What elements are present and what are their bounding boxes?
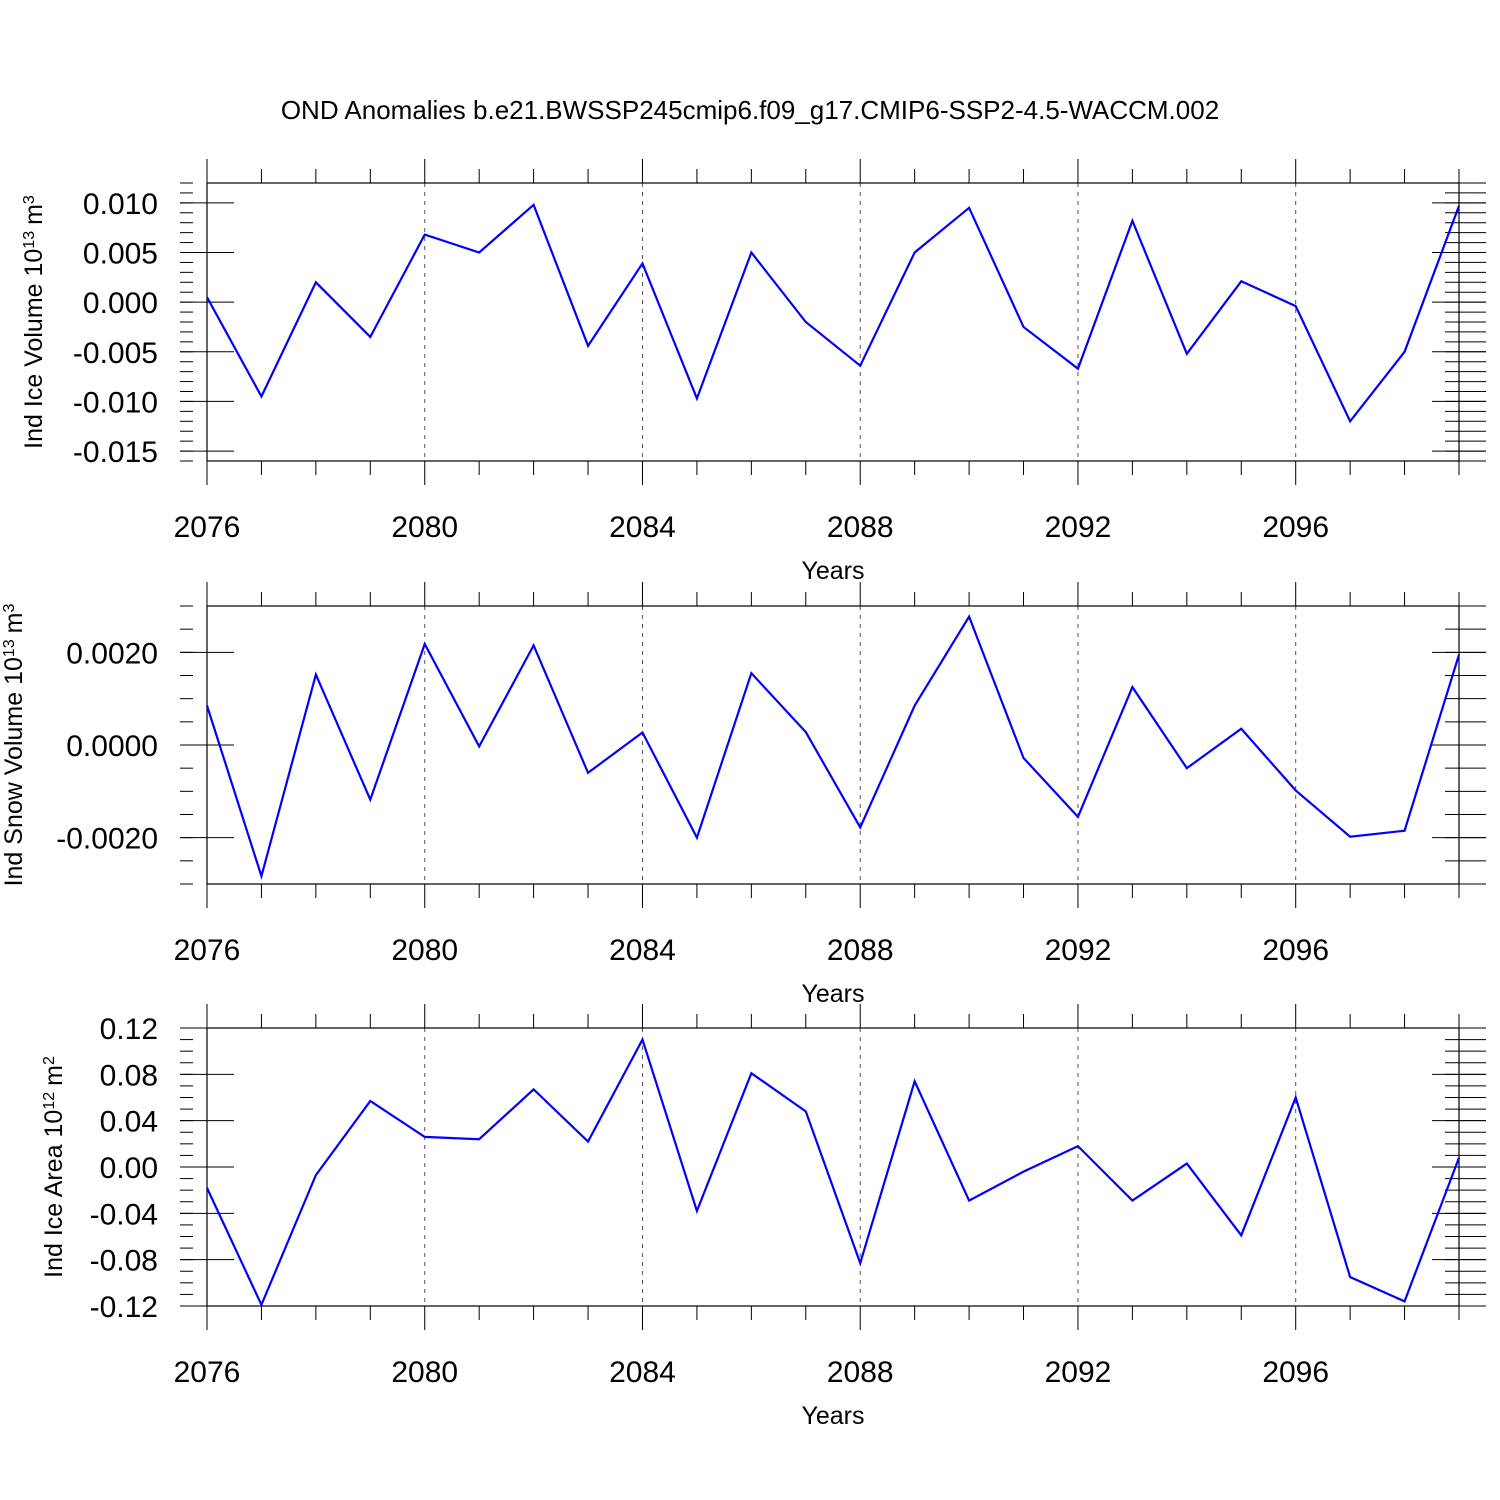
x-axis-label: Years: [801, 980, 864, 1008]
panel-ice-area: 2076 2080 2084 2088 2092 2096 Years 0.12 0.08 0.0…: [40, 1004, 1486, 1430]
x-axis-label: Years: [801, 557, 864, 585]
y-tick-label: 0.08: [100, 1059, 158, 1092]
x-tick-label: 2080: [391, 934, 458, 967]
x-tick-label: 2096: [1262, 511, 1329, 544]
y-tick-label: -0.010: [73, 386, 158, 419]
x-tick-label: 2076: [174, 1356, 241, 1389]
x-tick-label: 2092: [1045, 934, 1112, 967]
y-axis-label-unit-exponent: 3: [21, 195, 38, 204]
y-axis-label: Ind Ice Area 1012 m2: [40, 1056, 68, 1278]
series-line: [205, 614, 1461, 881]
x-tick-label: 2096: [1262, 934, 1329, 967]
y-tick-label: -0.005: [73, 337, 158, 370]
y-axis-label: Ind Ice Volume 1013 m3: [20, 195, 48, 449]
y-axis-label-unit-exponent: 3: [1, 603, 18, 612]
y-axis-label-unit: m: [40, 1065, 68, 1086]
y-tick-label: 0.0000: [66, 730, 158, 763]
y-tick-label: 0.0020: [66, 637, 158, 670]
chart-title: OND Anomalies b.e21.BWSSP245cmip6.f09_g1…: [281, 95, 1219, 125]
y-axis-label-exponent: 13: [21, 231, 38, 249]
x-tick-label: 2088: [827, 934, 894, 967]
y-axis-label-text: Ind Ice Area 10: [40, 1110, 68, 1278]
plot-frame: [206, 1027, 1460, 1307]
y-tick-label: 0.000: [83, 287, 158, 320]
y-axis-label-unit: m: [0, 612, 28, 633]
y-tick-label: 0.010: [83, 188, 158, 221]
y-tick-label: -0.04: [90, 1198, 158, 1231]
y-tick-label: 0.00: [100, 1152, 158, 1185]
x-tick-label: 2084: [609, 511, 676, 544]
x-tick-label: 2084: [609, 1356, 676, 1389]
y-tick-label: -0.12: [90, 1291, 158, 1324]
y-tick-label: -0.015: [73, 436, 158, 469]
chart-panels: 2076 2080 2084 2088 2092 2096 Years 0.010 0.005 0…: [0, 159, 1486, 1430]
panel-snow-volume: 2076 2080 2084 2088 2092 2096 Years 0.0020 0.000…: [0, 582, 1486, 1008]
series-line: [206, 1036, 1461, 1308]
plot-frame: [206, 605, 1460, 885]
y-axis-label-text: Ind Snow Volume 10: [0, 657, 28, 886]
y-axis-label-unit-exponent: 2: [41, 1056, 58, 1065]
y-axis-label: Ind Snow Volume 1013 m3: [0, 603, 28, 886]
y-tick-label: -0.08: [90, 1245, 158, 1278]
x-tick-label: 2096: [1262, 1356, 1329, 1389]
x-tick-label: 2088: [827, 1356, 894, 1389]
y-axis-label-unit: m: [20, 204, 48, 225]
plot-frame: [206, 182, 1460, 462]
x-tick-label: 2076: [174, 934, 241, 967]
x-tick-label: 2080: [391, 511, 458, 544]
y-axis-label-text: Ind Ice Volume 10: [20, 249, 48, 449]
series-line: [206, 202, 1461, 424]
x-tick-label: 2092: [1045, 1356, 1112, 1389]
x-tick-label: 2076: [174, 511, 241, 544]
y-tick-label: 0.04: [100, 1106, 158, 1139]
y-axis-label-exponent: 13: [1, 639, 18, 657]
x-tick-label: 2084: [609, 934, 676, 967]
x-tick-label: 2088: [827, 511, 894, 544]
panel-ice-volume: 2076 2080 2084 2088 2092 2096 Years 0.010 0.005 0…: [20, 159, 1486, 585]
y-tick-label: 0.005: [83, 238, 158, 271]
x-axis-label: Years: [801, 1402, 864, 1430]
x-tick-label: 2080: [391, 1356, 458, 1389]
y-tick-label: -0.0020: [56, 823, 158, 856]
x-tick-label: 2092: [1045, 511, 1112, 544]
y-tick-label: 0.12: [100, 1013, 158, 1046]
y-axis-label-exponent: 12: [41, 1092, 58, 1110]
